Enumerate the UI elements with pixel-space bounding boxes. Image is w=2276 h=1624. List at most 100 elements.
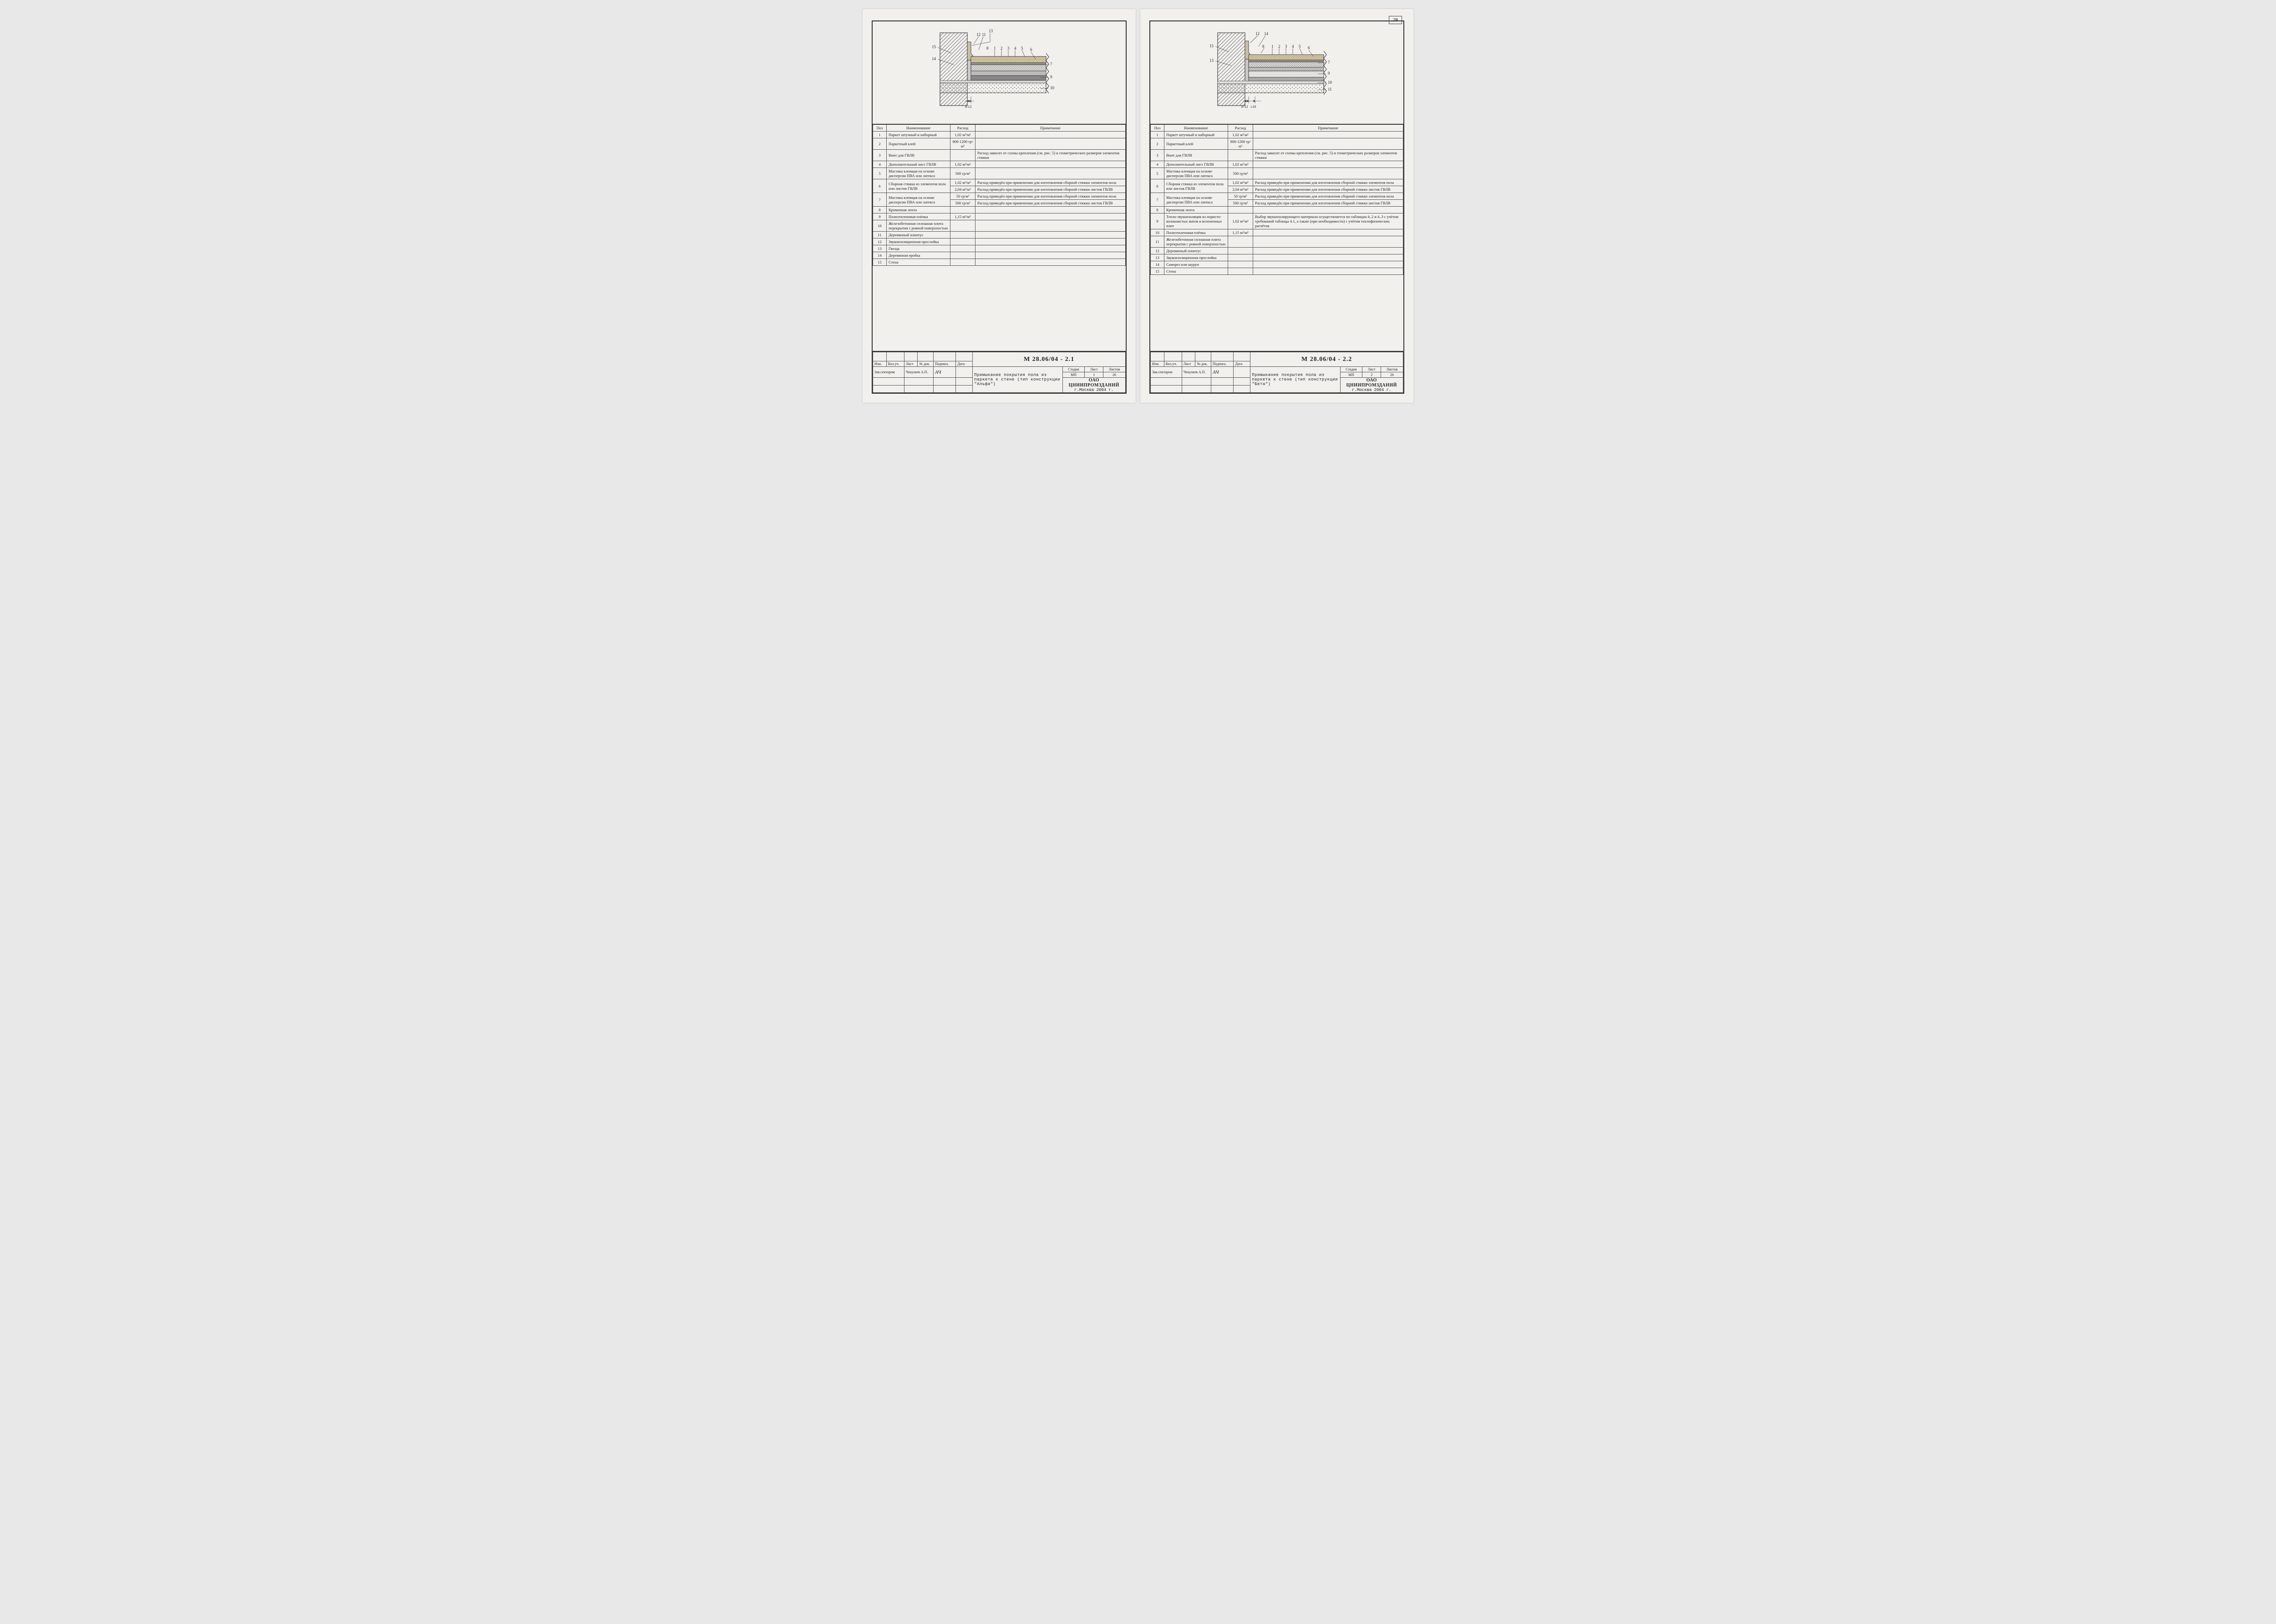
cell-pos: 4 xyxy=(1151,161,1164,168)
title-block-left: М 28.06/04 - 2.1 Изм. Кол.уч. Лист № док… xyxy=(873,351,1126,393)
tb-role: Зав.сектором xyxy=(1151,367,1182,378)
callout: 15 xyxy=(1209,44,1214,48)
tb-izm: Изм. xyxy=(1151,361,1164,367)
cell-pos: 4 xyxy=(873,161,887,168)
cell-note: Расход приведён при применении для изгот… xyxy=(975,186,1126,193)
dim-label: ≥10 xyxy=(1250,105,1256,109)
cell-rate: 2,04 м²/м² xyxy=(950,186,975,193)
cell-name: Дополнительный лист ГВЛВ xyxy=(887,161,950,168)
cell-rate: 1,02 м²/м² xyxy=(950,161,975,168)
cell-note xyxy=(975,132,1126,138)
cell-note xyxy=(975,232,1126,239)
section-diagram-left: 13 12 11 8 1 2 3 4 5 6 15 14 7 9 10 xyxy=(926,28,1072,119)
cell-note: Расход приведён при применении для изгот… xyxy=(975,200,1126,207)
tb-stadia: МП xyxy=(1340,372,1362,378)
dim-label: 8-12 xyxy=(965,105,972,109)
cell-pos: 7 xyxy=(1151,193,1164,207)
tb-person: Чекулаев А.П. xyxy=(1182,367,1211,378)
cell-pos: 8 xyxy=(873,207,887,213)
cell-note xyxy=(975,245,1126,252)
cell-name: Звукоизоляционная прослойка xyxy=(887,239,950,245)
cell-rate: 50 гр/м² xyxy=(950,193,975,200)
tb-listov-h: Листов xyxy=(1103,367,1126,372)
callout: 11 xyxy=(982,32,986,37)
spec-table-right: Поз Наименование Расход Примечание 1 Пар… xyxy=(1150,124,1403,275)
cell-pos: 6 xyxy=(1151,179,1164,193)
cell-rate xyxy=(950,245,975,252)
spec-table-left: Поз Наименование Расход Примечание 1 Пар… xyxy=(873,124,1126,266)
callout: 14 xyxy=(1264,31,1269,36)
callout: 7 xyxy=(1328,60,1330,65)
tb-stadia-h: Стадия xyxy=(1062,367,1085,372)
cell-pos: 11 xyxy=(1151,236,1164,248)
spec-tbody-right: 1 Паркет штучный и наборный 1,02 м²/м² 2… xyxy=(1151,132,1403,275)
diagram-area-right: 12 14 8 1 2 3 4 5 6 15 13 7 9 10 11 xyxy=(1150,21,1403,124)
cell-rate xyxy=(950,220,975,232)
tb-list2-h: Лист xyxy=(1362,367,1381,372)
cell-note xyxy=(1253,132,1403,138)
cell-note xyxy=(975,213,1126,220)
tb-role: Зав.сектором xyxy=(873,367,904,378)
cell-pos: 5 xyxy=(873,168,887,179)
callout: 2 xyxy=(1001,46,1003,51)
callout: 2 xyxy=(1278,44,1280,49)
cell-rate: 500 гр/м² xyxy=(950,200,975,207)
tb-listov: 26 xyxy=(1103,372,1126,378)
cell-note xyxy=(1253,168,1403,179)
cell-pos: 9 xyxy=(873,213,887,220)
tb-ndok: № док. xyxy=(918,361,934,367)
cell-name: Стена xyxy=(1164,268,1228,275)
cell-pos: 10 xyxy=(1151,229,1164,236)
callout: 11 xyxy=(1328,87,1332,91)
cell-pos: 15 xyxy=(873,259,887,266)
callout: 6 xyxy=(1308,46,1310,50)
callout: 8 xyxy=(1262,44,1265,49)
cell-name: Железобетонная сплошная плита перекрытия… xyxy=(1164,236,1228,248)
drawing-frame: 13 12 11 8 1 2 3 4 5 6 15 14 7 9 10 xyxy=(872,20,1127,394)
th-note: Примечание xyxy=(975,124,1126,132)
th-rate: Расход xyxy=(950,124,975,132)
cell-note xyxy=(975,259,1126,266)
callout: 5 xyxy=(1021,46,1023,51)
cell-rate: 1,02 м²/м² xyxy=(950,132,975,138)
tb-listov-h: Листов xyxy=(1381,367,1403,372)
cell-pos: 11 xyxy=(873,232,887,239)
page-number: 28 xyxy=(1389,16,1402,24)
cell-rate: 500 гр/м² xyxy=(1228,168,1253,179)
title-block-right: М 28.06/04 - 2.2 Изм. Кол.уч. Лист № док… xyxy=(1150,351,1403,393)
callout: 6 xyxy=(1030,47,1032,52)
cell-rate: 800-1200 гр/м² xyxy=(950,138,975,150)
tb-ndok: № док. xyxy=(1195,361,1211,367)
cell-note: Расход зависит от схемы крепления (см. р… xyxy=(1253,150,1403,161)
tb-list: Лист xyxy=(1182,361,1195,367)
cell-name: Железобетонная сплошная плита перекрытия… xyxy=(887,220,950,232)
callout: 8 xyxy=(986,46,989,51)
cell-note xyxy=(975,207,1126,213)
org-loc: г.Москва 2004 г. xyxy=(1063,388,1125,392)
tb-kol: Кол.уч. xyxy=(886,361,904,367)
cell-name: Гвоздь xyxy=(887,245,950,252)
cell-rate: 1,15 м²/м² xyxy=(1228,229,1253,236)
cell-note xyxy=(975,138,1126,150)
cell-note xyxy=(975,161,1126,168)
tb-listov: 26 xyxy=(1381,372,1403,378)
cell-name: Полиэтиленовая плёнка xyxy=(1164,229,1228,236)
page-left: 13 12 11 8 1 2 3 4 5 6 15 14 7 9 10 xyxy=(863,9,1136,403)
cell-rate xyxy=(950,259,975,266)
tb-list-v: 2 xyxy=(1362,372,1381,378)
cell-note xyxy=(975,168,1126,179)
cell-name: Стена xyxy=(887,259,950,266)
callout: 5 xyxy=(1299,44,1301,49)
cell-pos: 12 xyxy=(873,239,887,245)
cell-pos: 7 xyxy=(873,193,887,207)
cell-name: Тепло-звукоизоляция из пористо-волокнист… xyxy=(1164,213,1228,229)
cell-name: Паркетный клей xyxy=(887,138,950,150)
callout: 4 xyxy=(1292,44,1294,49)
doc-code: М 28.06/04 - 2.2 xyxy=(1250,352,1403,367)
cell-rate xyxy=(950,150,975,161)
cell-rate xyxy=(950,232,975,239)
cell-pos: 1 xyxy=(873,132,887,138)
cell-note: Расход приведён при применении для изгот… xyxy=(1253,200,1403,207)
cell-rate: 1,02 м²/м² xyxy=(1228,132,1253,138)
cell-name: Звукоизоляционная прослойка xyxy=(1164,254,1228,261)
